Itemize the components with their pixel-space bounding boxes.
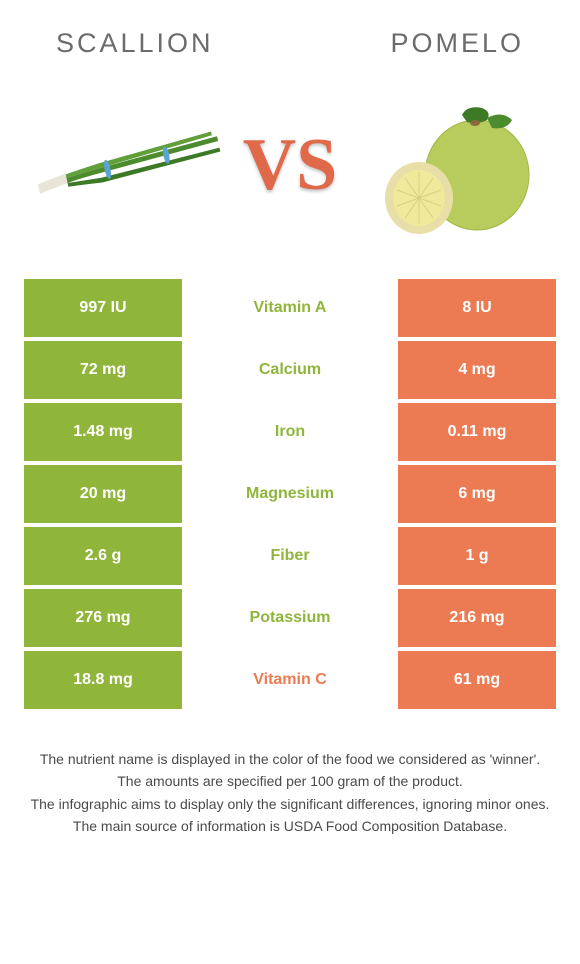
vs-badge: VS <box>243 123 338 208</box>
table-row: 20 mgMagnesium6 mg <box>24 465 556 527</box>
images-row: VS <box>0 79 580 279</box>
value-left: 276 mg <box>24 589 182 647</box>
footnote-line: The amounts are specified per 100 gram o… <box>18 771 562 791</box>
value-right: 6 mg <box>398 465 556 523</box>
nutrient-name: Iron <box>182 423 398 441</box>
value-right: 1 g <box>398 527 556 585</box>
value-left: 18.8 mg <box>24 651 182 709</box>
scallion-image <box>28 80 228 250</box>
table-row: 18.8 mgVitamin C61 mg <box>24 651 556 713</box>
value-right: 216 mg <box>398 589 556 647</box>
footnote-line: The main source of information is USDA F… <box>18 816 562 836</box>
nutrient-table: 997 IUVitamin A8 IU72 mgCalcium4 mg1.48 … <box>24 279 556 713</box>
value-left: 997 IU <box>24 279 182 337</box>
nutrient-name: Vitamin C <box>182 671 398 689</box>
value-left: 20 mg <box>24 465 182 523</box>
nutrient-name: Fiber <box>182 547 398 565</box>
value-right: 61 mg <box>398 651 556 709</box>
nutrient-name: Potassium <box>182 609 398 627</box>
table-row: 1.48 mgIron0.11 mg <box>24 403 556 465</box>
value-right: 8 IU <box>398 279 556 337</box>
value-right: 0.11 mg <box>398 403 556 461</box>
value-left: 72 mg <box>24 341 182 399</box>
title-left: SCALLION <box>56 28 214 59</box>
nutrient-name: Calcium <box>182 361 398 379</box>
footnotes: The nutrient name is displayed in the co… <box>0 713 580 838</box>
table-row: 997 IUVitamin A8 IU <box>24 279 556 341</box>
pomelo-image <box>352 80 552 250</box>
nutrient-name: Magnesium <box>182 485 398 503</box>
nutrient-name: Vitamin A <box>182 299 398 317</box>
value-left: 2.6 g <box>24 527 182 585</box>
footnote-line: The nutrient name is displayed in the co… <box>18 749 562 769</box>
value-left: 1.48 mg <box>24 403 182 461</box>
header: SCALLION POMELO <box>0 0 580 79</box>
value-right: 4 mg <box>398 341 556 399</box>
table-row: 2.6 gFiber1 g <box>24 527 556 589</box>
table-row: 72 mgCalcium4 mg <box>24 341 556 403</box>
footnote-line: The infographic aims to display only the… <box>18 794 562 814</box>
table-row: 276 mgPotassium216 mg <box>24 589 556 651</box>
title-right: POMELO <box>390 28 524 59</box>
